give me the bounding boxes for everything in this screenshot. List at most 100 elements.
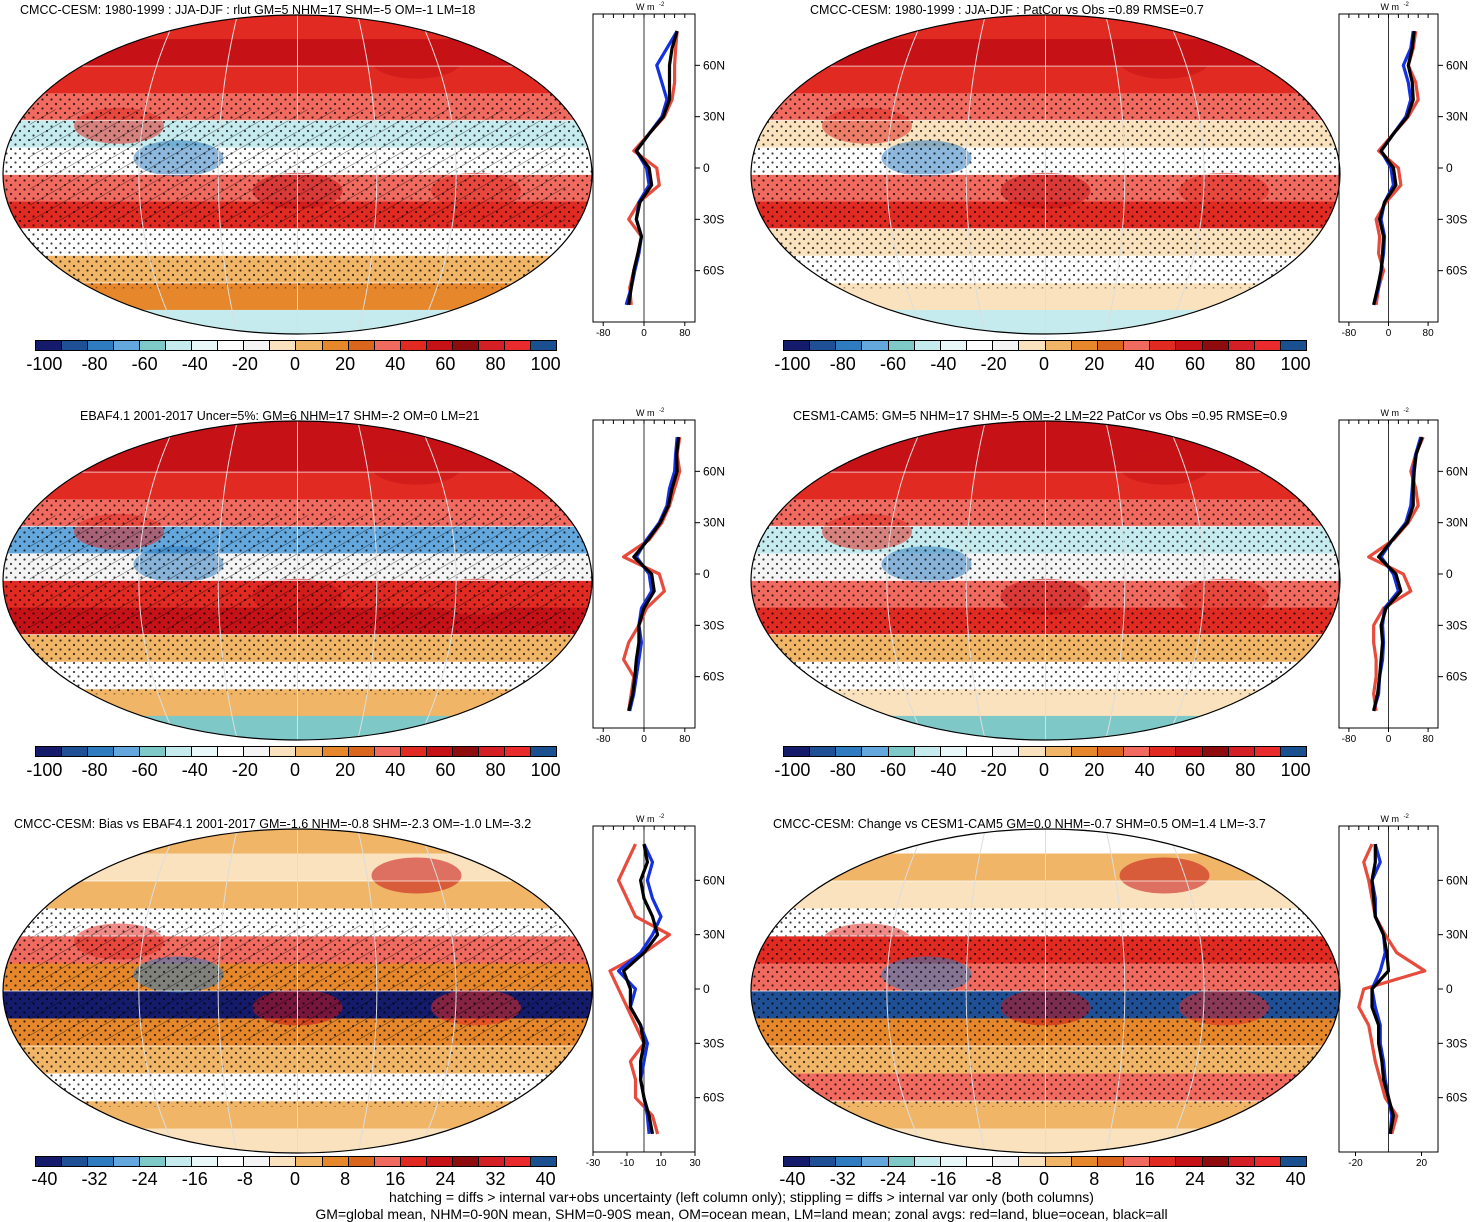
map-field [751,421,1340,740]
colorbar-swatch [993,341,1020,350]
colorbar-swatch [914,747,941,756]
zonal-units: W m [1381,2,1400,12]
colorbar-swatch [478,1157,505,1166]
colorbar-swatch [1228,341,1255,350]
zonal-lat-label: 60S [703,670,724,684]
zonal-lat-label: 60N [1446,464,1468,478]
colorbar-label: -60 [880,760,907,780]
panel-title: CMCC-CESM: Change vs CESM1-CAM5 GM=0.0 N… [773,817,1266,831]
colorbar-label: 32 [485,1169,506,1189]
zonal-xtick-label: 80 [1423,734,1435,745]
colorbar-label: 20 [1084,354,1105,374]
colorbar-swatch [784,1157,811,1166]
colorbar-swatch [218,747,245,756]
zonal-series-land [621,436,682,712]
zonal-lat-label: 60S [703,264,724,278]
colorbar-swatch [940,341,968,350]
zonal-xtick-label: -30 [586,1158,601,1169]
colorbar-swatch [810,747,837,756]
zonal-series-all [627,30,679,306]
colorbar-swatch [62,1157,89,1166]
zonal-xtick-label: 80 [1423,328,1435,339]
colorbar-swatch [1045,341,1072,350]
panel-5: CMCC-CESM: Bias vs EBAF4.1 2001-2017 GM=… [0,812,740,1192]
map-anomaly [1119,857,1210,894]
map-outline [2,828,593,1154]
colorbar-swatch [1019,747,1046,756]
colorbar-swatch [993,747,1020,756]
map [2,828,593,1154]
graticule-lon [965,829,987,1153]
colorbar-swatch [530,747,556,756]
zonal-lat-label: 60S [1446,670,1467,684]
panel-title: CMCC-CESM: 1980-1999 : JJA-DJF : rlut GM… [20,3,476,17]
colorbar-swatch [426,1157,453,1166]
panel-title: CMCC-CESM: 1980-1999 : JJA-DJF : PatCor … [810,3,1204,17]
colorbar-swatch [940,747,968,756]
colorbar-swatch [114,747,141,756]
map-outline [750,828,1341,1154]
colorbar-swatch [374,747,401,756]
colorbar-swatch [452,1157,479,1166]
zonal-series-all [627,436,681,712]
colorbar [783,746,1307,757]
zonal-xtick-label: -80 [1342,734,1357,745]
colorbar-label: -100 [26,760,63,780]
colorbar-swatch [1097,341,1125,350]
colorbar-labels: -100 -80 -60 -40 -20 0 20 40 60 80 100 [774,354,1310,376]
map [2,420,593,741]
colorbar-swatch [348,341,375,350]
colorbar-swatch [114,1157,141,1166]
zonal-lat-label: 60S [1446,264,1467,278]
zonal-xtick-label: 0 [641,328,647,339]
colorbar-label: 80 [485,354,506,374]
colorbar-swatch [784,747,811,756]
zonal-series-all [621,843,660,1135]
zonal-lat-label: 30S [703,618,724,632]
colorbar-label: 0 [1038,760,1050,780]
zonal-lat-label: 0 [1446,161,1453,175]
colorbar-label: 100 [1280,760,1311,780]
zonal-lat-label: 30S [703,212,724,226]
graticule-lon [886,829,927,1153]
map-field [3,421,592,740]
map-outline [750,420,1341,741]
zonal-lat-label: 0 [1446,567,1453,581]
colorbar-label: 100 [530,354,561,374]
colorbar-swatch [114,341,141,350]
colorbar-swatch [36,1157,63,1166]
colorbar [35,340,557,351]
zonal-xtick-label: -20 [1348,1158,1363,1169]
colorbar-swatch [374,1157,401,1166]
colorbar-label: 100 [530,760,561,780]
zonal-units-exponent: -2 [659,408,665,414]
colorbar-label: -40 [181,760,208,780]
colorbar-labels: -40 -32 -24 -16 -8 0 8 16 24 32 40 [31,1169,555,1191]
map [2,14,593,335]
colorbar-swatch [166,1157,193,1166]
panel-3: EBAF4.1 2001-2017 Uncer=5%: GM=6 NHM=17 … [0,406,740,806]
colorbar-label: -32 [81,1169,108,1189]
panel-6: CMCC-CESM: Change vs CESM1-CAM5 GM=0.0 N… [748,812,1483,1192]
zonal-lat-label: 30N [1446,516,1468,530]
colorbar-swatch [88,1157,115,1166]
graticule-lon [356,15,378,334]
colorbar [35,746,557,757]
colorbar-label: 40 [385,354,406,374]
colorbar-swatch [1176,1157,1203,1166]
colorbar-label: -40 [181,354,208,374]
colorbar-label: -40 [779,1169,806,1189]
colorbar-swatch [888,341,915,350]
graticule-lon [356,829,378,1153]
zonal-units: W m [636,408,655,418]
map-outline [750,14,1341,335]
zonal-mean-plot: W m -2 -20 20 60N 30N 0 30S 60S [1338,814,1468,1169]
colorbar-label: 40 [1134,354,1155,374]
colorbar-labels: -40 -32 -24 -16 -8 0 8 16 24 32 40 [779,1169,1305,1191]
zonal-lat-label: 0 [703,982,710,996]
colorbar-label: -100 [26,354,63,374]
colorbar-swatch [1124,341,1151,350]
colorbar-swatch [62,341,89,350]
panel-1: CMCC-CESM: 1980-1999 : JJA-DJF : rlut GM… [0,0,740,400]
zonal-xtick-label: 0 [641,734,647,745]
